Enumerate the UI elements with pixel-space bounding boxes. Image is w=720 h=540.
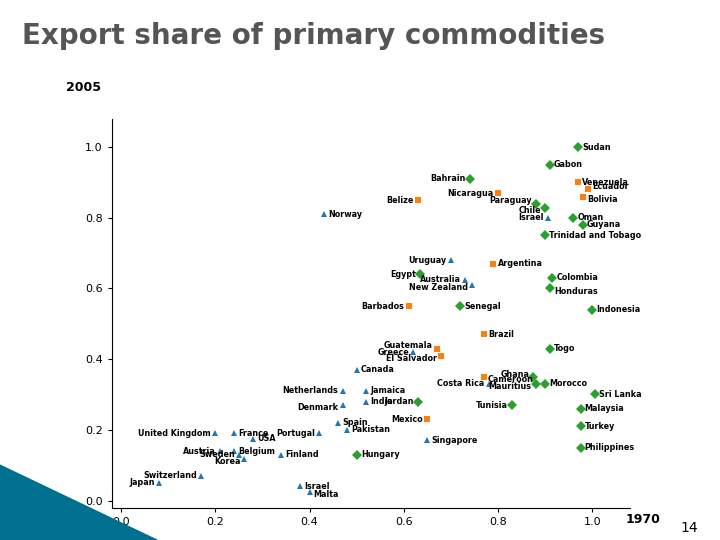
Text: Trinidad and Tobago: Trinidad and Tobago (549, 231, 642, 240)
Text: Egypt: Egypt (390, 270, 416, 279)
Text: El Salvador: El Salvador (387, 354, 437, 363)
Text: Paraguay: Paraguay (489, 197, 531, 205)
Text: Argentina: Argentina (498, 259, 542, 268)
Text: Guyana: Guyana (587, 220, 621, 230)
Text: Colombia: Colombia (557, 273, 598, 282)
Text: Sweden: Sweden (199, 450, 235, 459)
Text: Japan: Japan (129, 478, 155, 488)
Text: Bahrain: Bahrain (431, 174, 466, 184)
Text: Portugal: Portugal (276, 429, 315, 438)
Text: Bolivia: Bolivia (587, 195, 618, 204)
Text: Pakistan: Pakistan (351, 426, 390, 434)
Text: Switzerland: Switzerland (143, 471, 197, 480)
Text: United Kingdom: United Kingdom (138, 429, 211, 438)
Text: Morocco: Morocco (549, 380, 588, 388)
Text: Mauritius: Mauritius (489, 382, 531, 391)
Text: Chile: Chile (518, 206, 541, 215)
Text: Canada: Canada (361, 365, 395, 374)
Text: Honduras: Honduras (554, 287, 598, 296)
Text: Togo: Togo (554, 344, 575, 353)
Text: USA: USA (257, 434, 276, 443)
Text: Sri Lanka: Sri Lanka (599, 390, 642, 399)
Text: Costa Rica: Costa Rica (437, 380, 485, 388)
Text: Barbados: Barbados (361, 302, 405, 310)
Text: Ghana: Ghana (500, 369, 529, 379)
Text: Mexico: Mexico (392, 415, 423, 424)
Text: Malta: Malta (314, 490, 339, 499)
Text: Philippines: Philippines (585, 443, 635, 452)
Text: Sudan: Sudan (582, 143, 611, 152)
Text: Belgium: Belgium (238, 447, 275, 456)
Text: Israel: Israel (305, 482, 330, 491)
Text: Norway: Norway (328, 210, 362, 219)
Text: Venezuela: Venezuela (582, 178, 629, 187)
Text: Uruguay: Uruguay (408, 255, 446, 265)
Text: Jamaica: Jamaica (370, 387, 405, 395)
Text: New Zealand: New Zealand (409, 283, 468, 292)
Text: Greece: Greece (377, 348, 409, 356)
Text: France: France (238, 429, 269, 438)
Text: Hungary: Hungary (361, 450, 400, 459)
Text: Gabon: Gabon (554, 160, 583, 169)
Text: 2005: 2005 (66, 80, 102, 93)
Text: Austria: Austria (183, 447, 216, 456)
Text: Cameroon: Cameroon (488, 375, 534, 384)
Text: Jordan: Jordan (384, 397, 414, 406)
Text: Spain: Spain (342, 418, 368, 427)
Text: Korea: Korea (214, 457, 240, 466)
Text: Netherlands: Netherlands (283, 387, 338, 395)
Text: Denmark: Denmark (297, 403, 338, 413)
Text: India: India (370, 397, 393, 406)
Text: Singapore: Singapore (431, 436, 478, 445)
Text: Oman: Oman (577, 213, 604, 222)
Text: Tunisia: Tunisia (476, 401, 508, 410)
Text: Export share of primary commodities: Export share of primary commodities (22, 22, 605, 50)
Text: Guatemala: Guatemala (384, 341, 433, 350)
Text: 14: 14 (681, 521, 698, 535)
Text: Brazil: Brazil (488, 330, 514, 339)
Text: Israel: Israel (518, 213, 544, 222)
Text: Finland: Finland (285, 450, 319, 459)
Text: Malaysia: Malaysia (585, 404, 624, 413)
Text: Belize: Belize (387, 195, 414, 205)
Text: Senegal: Senegal (464, 302, 501, 310)
Text: Nicaragua: Nicaragua (448, 188, 494, 198)
Text: Indonesia: Indonesia (596, 305, 641, 314)
Text: Turkey: Turkey (585, 422, 615, 431)
Text: Ecuador: Ecuador (592, 182, 629, 191)
Text: Australia: Australia (420, 275, 461, 284)
Text: 1970: 1970 (625, 514, 660, 526)
